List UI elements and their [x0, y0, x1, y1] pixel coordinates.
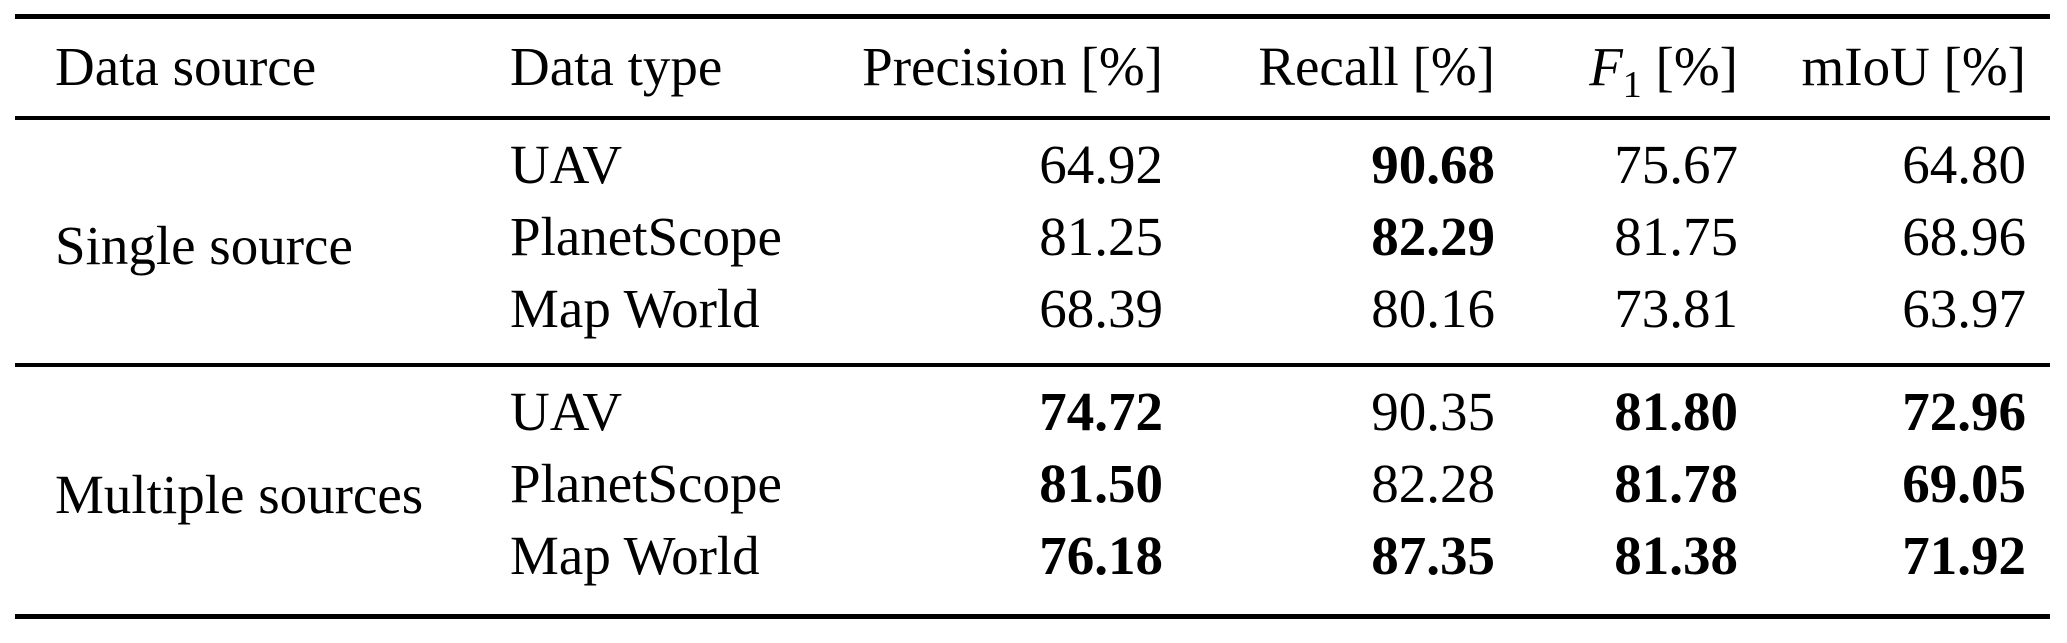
group-label-multiple-sources: Multiple sources	[55, 464, 424, 525]
row-type: Map World	[510, 278, 760, 339]
row-type: UAV	[510, 134, 623, 195]
f1-symbol: F	[1589, 36, 1623, 97]
f1-subscript: 1	[1622, 64, 1642, 106]
header-data-type: Data type	[470, 16, 810, 120]
value-miou: 71.92	[1902, 525, 2026, 586]
header-row: Data source Data type Precision [%] Reca…	[15, 16, 2050, 120]
value-f1: 81.78	[1614, 453, 1738, 514]
table-header: Data source Data type Precision [%] Reca…	[15, 16, 2050, 120]
value-precision: 64.92	[1039, 134, 1163, 195]
value-miou: 72.96	[1902, 381, 2026, 442]
value-f1: 81.38	[1614, 525, 1738, 586]
value-recall: 82.29	[1371, 206, 1495, 267]
value-miou: 68.96	[1902, 206, 2026, 267]
row-type: UAV	[510, 381, 623, 442]
value-miou: 69.05	[1902, 453, 2026, 514]
value-f1: 81.75	[1614, 206, 1738, 267]
value-f1: 73.81	[1614, 278, 1738, 339]
value-recall: 82.28	[1371, 453, 1495, 514]
table-row: Single source UAV 64.92 90.68 75.67 64.8…	[15, 118, 2050, 276]
header-miou: mIoU [%]	[1740, 16, 2050, 120]
row-type: Map World	[510, 525, 760, 586]
value-recall: 90.68	[1371, 134, 1495, 195]
row-type: PlanetScope	[510, 206, 782, 267]
group-label-single-source: Single source	[55, 215, 353, 276]
results-table: Data source Data type Precision [%] Reca…	[15, 14, 2050, 619]
value-recall: 90.35	[1371, 381, 1495, 442]
table-row: PlanetScope 81.25 82.29 81.75 68.96	[15, 201, 2050, 273]
value-precision: 76.18	[1039, 525, 1163, 586]
header-f1: F1 [%]	[1497, 16, 1740, 120]
value-miou: 64.80	[1902, 134, 2026, 195]
header-data-source: Data source	[15, 16, 470, 120]
value-f1: 75.67	[1614, 134, 1738, 195]
f1-unit: [%]	[1641, 36, 1738, 97]
value-recall: 87.35	[1371, 525, 1495, 586]
value-f1: 81.80	[1614, 381, 1738, 442]
value-precision: 81.25	[1039, 206, 1163, 267]
value-miou: 63.97	[1902, 278, 2026, 339]
value-recall: 80.16	[1371, 278, 1495, 339]
header-recall: Recall [%]	[1165, 16, 1497, 120]
value-precision: 74.72	[1039, 381, 1163, 442]
value-precision: 81.50	[1039, 453, 1163, 514]
row-type: PlanetScope	[510, 453, 782, 514]
table-row: Multiple sources UAV 74.72 90.35 81.80 7…	[15, 365, 2050, 525]
table-row: Map World 68.39 80.16 73.81 63.97	[15, 273, 2050, 365]
group-single-source: Single source UAV 64.92 90.68 75.67 64.8…	[15, 118, 2050, 365]
group-multiple-sources: Multiple sources UAV 74.72 90.35 81.80 7…	[15, 365, 2050, 617]
header-precision: Precision [%]	[810, 16, 1165, 120]
table-row: PlanetScope 81.50 82.28 81.78 69.05	[15, 448, 2050, 520]
value-precision: 68.39	[1039, 278, 1163, 339]
table-row: Map World 76.18 87.35 81.38 71.92	[15, 520, 2050, 617]
